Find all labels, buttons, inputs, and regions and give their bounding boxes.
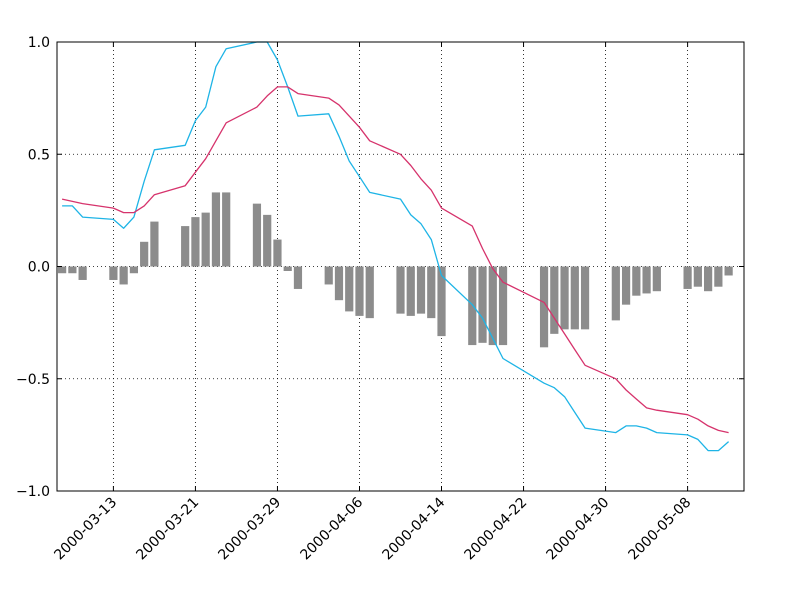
y-tick-label: 0.0 bbox=[28, 260, 50, 276]
bar bbox=[478, 266, 487, 343]
series-line-2 bbox=[61, 86, 729, 434]
bar bbox=[78, 266, 87, 280]
y-axis: 1.0 0.5 0.0 −0.5 −1.0 bbox=[16, 35, 744, 500]
x-tick-label: 2000-03-29 bbox=[215, 495, 284, 564]
bar bbox=[693, 266, 702, 287]
y-tick-label: 1.0 bbox=[28, 35, 50, 51]
bar bbox=[181, 226, 190, 267]
bar bbox=[150, 221, 159, 267]
bar bbox=[539, 266, 549, 348]
bar bbox=[652, 266, 661, 292]
bar bbox=[345, 266, 354, 312]
bar bbox=[468, 266, 477, 346]
bar bbox=[263, 214, 272, 267]
bar bbox=[560, 266, 569, 330]
bar bbox=[355, 266, 364, 316]
bar bbox=[621, 266, 631, 305]
bar bbox=[570, 266, 579, 330]
bar-series bbox=[58, 192, 733, 348]
bar bbox=[724, 266, 733, 276]
y-tick-label: 0.5 bbox=[28, 147, 50, 163]
x-tick-label: 2000-04-30 bbox=[544, 495, 613, 564]
y-tick-label: −1.0 bbox=[16, 484, 50, 500]
bar bbox=[683, 266, 692, 289]
bar bbox=[211, 192, 221, 267]
bar bbox=[498, 266, 508, 346]
x-tick-label: 2000-05-08 bbox=[626, 495, 695, 564]
x-tick-label: 2000-04-14 bbox=[379, 494, 448, 563]
bar bbox=[642, 266, 651, 294]
bar bbox=[334, 266, 344, 301]
x-tick-label: 2000-04-22 bbox=[462, 495, 531, 564]
x-tick-label: 2000-04-06 bbox=[297, 494, 366, 563]
bar bbox=[324, 266, 333, 285]
bar bbox=[58, 266, 67, 274]
y-tick-label: −0.5 bbox=[16, 372, 50, 388]
bar bbox=[488, 266, 497, 346]
bar bbox=[273, 239, 282, 267]
bar bbox=[406, 266, 415, 316]
bar bbox=[714, 266, 723, 287]
bar bbox=[222, 192, 231, 267]
bar bbox=[283, 266, 292, 271]
line-series bbox=[61, 41, 730, 452]
series-line-1 bbox=[62, 41, 730, 452]
bar bbox=[550, 266, 559, 334]
bar bbox=[437, 266, 446, 337]
bar bbox=[201, 212, 210, 267]
bar bbox=[293, 266, 303, 289]
bar bbox=[129, 266, 139, 274]
x-tick-label: 2000-03-21 bbox=[133, 495, 202, 564]
bar bbox=[191, 217, 200, 267]
bar bbox=[580, 266, 590, 330]
bar bbox=[119, 266, 128, 285]
bar bbox=[611, 266, 620, 321]
bar bbox=[109, 266, 118, 280]
bar bbox=[704, 266, 713, 292]
bar bbox=[416, 266, 426, 314]
bar bbox=[427, 266, 436, 319]
bar bbox=[140, 241, 149, 267]
bar bbox=[68, 266, 77, 274]
bar bbox=[396, 266, 405, 314]
bar bbox=[365, 266, 374, 319]
bar bbox=[252, 203, 262, 267]
bar bbox=[632, 266, 641, 296]
x-tick-label: 2000-03-13 bbox=[51, 495, 120, 564]
